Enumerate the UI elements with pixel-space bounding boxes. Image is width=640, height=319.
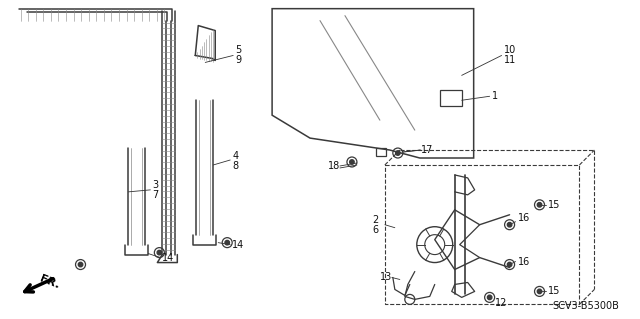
Circle shape: [157, 250, 161, 255]
Text: 11: 11: [504, 56, 516, 65]
Text: 15: 15: [547, 286, 560, 296]
Text: 8: 8: [232, 161, 238, 171]
Circle shape: [508, 262, 512, 267]
Text: 3: 3: [152, 180, 159, 190]
Text: 2: 2: [372, 215, 378, 225]
Text: 6: 6: [372, 225, 378, 235]
Text: FR.: FR.: [38, 274, 61, 291]
Text: SCV3-B5300B: SCV3-B5300B: [552, 301, 620, 311]
Circle shape: [537, 289, 542, 294]
Circle shape: [349, 160, 354, 164]
Text: 1: 1: [492, 91, 498, 101]
Text: 15: 15: [547, 200, 560, 210]
Bar: [440, 90, 461, 106]
Circle shape: [508, 222, 512, 227]
Text: 17: 17: [420, 145, 433, 155]
Text: 7: 7: [152, 190, 159, 200]
Circle shape: [78, 262, 83, 267]
Text: 10: 10: [504, 46, 516, 56]
Circle shape: [225, 241, 230, 245]
Text: 9: 9: [235, 56, 241, 65]
Text: 16: 16: [518, 256, 530, 267]
Circle shape: [488, 295, 492, 300]
Text: 14: 14: [163, 253, 175, 263]
Circle shape: [396, 151, 400, 155]
Text: 18: 18: [328, 161, 340, 171]
Text: 4: 4: [232, 151, 238, 161]
Circle shape: [537, 203, 542, 207]
Text: 14: 14: [232, 240, 244, 250]
Text: 5: 5: [235, 46, 241, 56]
Text: 16: 16: [518, 213, 530, 223]
Text: 12: 12: [495, 298, 507, 308]
Bar: [376, 148, 386, 156]
Text: 13: 13: [380, 272, 392, 283]
